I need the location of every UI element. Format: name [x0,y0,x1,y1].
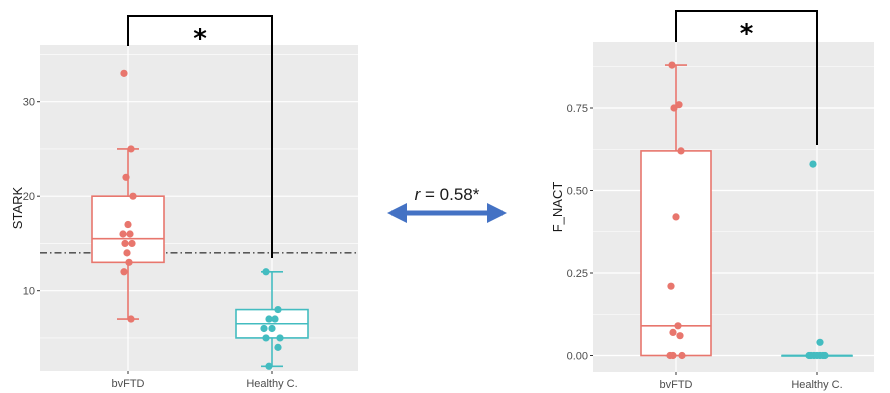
box-marks [640,61,853,360]
y-axis-title: STARK [10,186,25,229]
significance-star: * [193,24,207,54]
data-point [678,351,686,360]
bracket-line [127,15,273,258]
data-point [262,334,270,342]
data-point [260,324,268,333]
data-point [125,258,133,266]
y-tick-label: 0.50 [567,186,588,198]
significance-bracket: * [127,15,273,258]
correlation-annotation: r = 0.58* [387,185,507,223]
data-point [676,332,684,340]
correlation-label: r = 0.58* [415,185,480,204]
bracket-line [675,10,818,145]
data-point [128,239,136,248]
data-point [127,315,135,323]
data-point [805,351,813,360]
y-tick-label: 20 [23,191,35,203]
data-point [265,362,273,370]
data-point [124,220,132,229]
y-tick-label: 30 [23,97,35,109]
y-tick-label: 0.00 [567,351,588,363]
x-tick-label: Healthy C. [246,378,297,390]
significance-star: * [740,19,754,49]
y-axis-ticks: 10 20 30 [23,97,40,298]
r-value: = 0.58* [420,185,479,204]
plot-panel [593,42,874,372]
data-point [674,322,682,330]
data-point [821,351,829,360]
data-point [262,268,270,276]
y-tick-label: 0.75 [567,103,588,115]
data-point [667,282,675,290]
fnact-boxplot: 0.000.250.500.75 bvFTD Healthy C. F_NACT … [550,10,874,391]
data-point [274,305,282,314]
data-point [119,230,127,238]
data-point [129,192,137,200]
x-tick-label: bvFTD [660,379,693,391]
significance-bracket: * [675,10,818,145]
stark-boxplot: 10 20 30 bvFTD Healthy C. STARK * [10,15,358,390]
data-point [127,145,135,153]
data-point [668,61,676,69]
box [640,150,712,357]
box-marks [40,69,358,370]
data-point [274,343,282,351]
data-point [669,328,677,336]
y-tick-label: 10 [23,286,35,298]
plot-panel [40,45,358,371]
data-point [669,351,677,360]
y-axis-title: F_NACT [550,182,565,233]
data-point [120,69,128,77]
data-point [677,147,685,155]
data-point [672,213,680,221]
data-point [121,239,129,248]
data-point [271,315,279,323]
y-tick-label: 0.25 [567,268,588,280]
data-point [670,104,678,112]
data-point [276,334,284,342]
data-point [265,315,273,323]
data-point [123,249,131,257]
data-point [126,230,134,238]
data-point [268,324,276,333]
y-axis-ticks: 0.00 0.25 0.50 0.75 [567,103,593,363]
data-point [120,268,128,276]
data-point [122,173,130,181]
data-point [809,160,817,168]
r-symbol: r [415,185,422,204]
x-axis-ticks: bvFTD Healthy C. [660,372,843,391]
x-axis-ticks: bvFTD Healthy C. [112,371,298,390]
data-point [816,338,824,346]
x-tick-label: Healthy C. [791,379,842,391]
x-tick-label: bvFTD [112,378,145,390]
data-point [813,351,821,360]
